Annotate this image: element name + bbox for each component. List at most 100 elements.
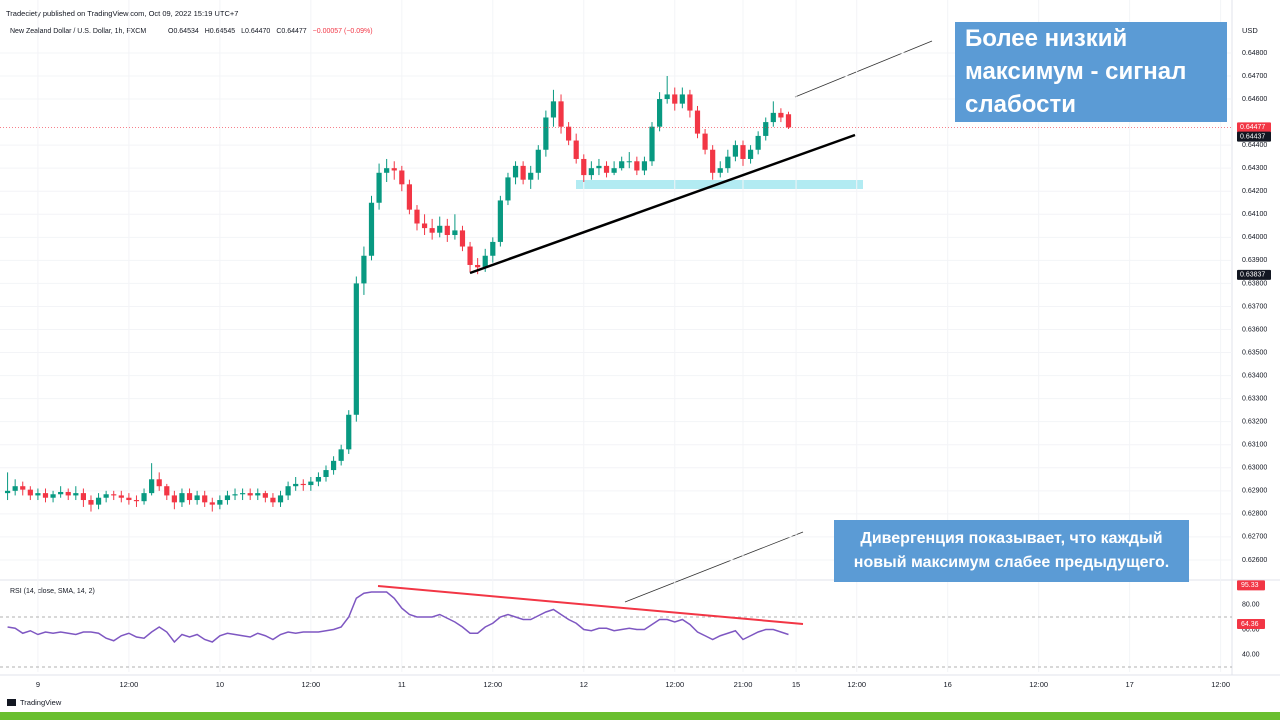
candle-body — [573, 140, 579, 159]
rsi-tag — [1237, 580, 1265, 591]
candle-body — [300, 483, 306, 486]
y-tick-label: 0.63300 — [1242, 395, 1267, 402]
y-tick-label: 0.63700 — [1242, 303, 1267, 310]
y-tick-label: 0.63600 — [1242, 326, 1267, 333]
candle-body — [763, 122, 769, 136]
ohlc-value: O0.64534 — [168, 28, 199, 35]
candle-body — [262, 493, 268, 498]
candle-body — [482, 255, 488, 268]
annotation-box: Дивергенция показывает, что каждый новый… — [834, 520, 1189, 582]
candle-body — [42, 493, 49, 498]
candle-body — [202, 495, 208, 503]
y-tick-label: 0.64600 — [1242, 96, 1267, 103]
y-tick-label: 0.64000 — [1242, 234, 1267, 241]
candle-body — [687, 94, 693, 111]
ohlc-value: L0.64470 — [241, 28, 270, 35]
symbol: New Zealand Dollar / U.S. Dollar, 1h, FX… — [10, 28, 146, 35]
candle-body — [376, 172, 382, 203]
candle-body — [103, 494, 109, 498]
pointer-line — [624, 531, 804, 603]
candle-body — [330, 460, 337, 471]
candle-body — [277, 495, 284, 503]
candle-body — [338, 449, 344, 461]
candle-body — [171, 495, 177, 503]
candle-body — [505, 177, 511, 201]
ohlc-value: C0.64477 — [276, 28, 306, 35]
candle-body — [111, 494, 117, 496]
candle-body — [164, 486, 170, 496]
candle-body — [270, 497, 276, 503]
candle-body — [421, 223, 428, 229]
candle-body — [558, 101, 564, 127]
y-tick-label: 0.64200 — [1242, 188, 1267, 195]
candle-body — [95, 497, 102, 505]
x-tick-label: 12:00 — [847, 680, 866, 689]
rsi-tag-label: 95.33 — [1241, 582, 1259, 589]
candle-body — [285, 486, 291, 496]
candle-body — [550, 101, 557, 118]
y-tick-label: 0.63100 — [1242, 442, 1267, 449]
y-tick-label: 40.00 — [1242, 651, 1260, 658]
y-tick-label: 0.63000 — [1242, 465, 1267, 472]
candle-body — [702, 133, 708, 150]
candle-body — [65, 491, 71, 496]
candle-body — [641, 161, 648, 171]
x-tick-label: 16 — [944, 680, 952, 689]
candle-body — [391, 168, 397, 171]
rsi-line — [7, 591, 789, 644]
candle-body — [232, 494, 238, 496]
x-tick-label: 12:00 — [1029, 680, 1048, 689]
candle-body — [361, 255, 367, 284]
candle-body — [649, 126, 655, 162]
candle-body — [399, 170, 405, 185]
candle-body — [694, 110, 701, 134]
candle-body — [778, 112, 784, 118]
candle-body — [520, 165, 526, 180]
candle-body — [179, 493, 185, 503]
candle-body — [308, 481, 314, 486]
x-tick-label: 9 — [36, 680, 40, 689]
candle-body — [467, 246, 473, 265]
candle-body — [4, 490, 11, 494]
y-tick-label: 0.64400 — [1242, 142, 1267, 149]
y-tick-label: 0.62600 — [1242, 557, 1267, 564]
y-tick-label: 0.63200 — [1242, 419, 1267, 426]
candle-body — [217, 500, 223, 505]
rsi-tag — [1237, 619, 1265, 630]
candle-body — [149, 479, 155, 494]
candle-body — [535, 149, 541, 173]
candle-body — [656, 99, 663, 127]
candle-body — [35, 493, 41, 496]
candle-body — [679, 94, 685, 104]
candle-body — [323, 470, 329, 477]
candle-body — [133, 500, 140, 502]
candle-body — [88, 500, 94, 505]
candle-body — [619, 161, 625, 169]
rsi-title: RSI (14, close, SMA, 14, 2) — [10, 588, 95, 595]
candle-body — [543, 117, 549, 150]
x-tick-label: 11 — [398, 680, 406, 689]
logo-icon — [7, 699, 16, 706]
y-tick-label: 0.63500 — [1242, 349, 1267, 356]
price-tag — [1237, 122, 1271, 133]
candle-body — [528, 172, 534, 180]
candle-body — [740, 145, 746, 159]
candle-body — [497, 200, 503, 242]
candle-body — [785, 114, 792, 128]
candle-body — [12, 486, 18, 491]
candle-body — [634, 161, 640, 171]
candle-body — [490, 241, 496, 256]
candle-body — [512, 165, 519, 178]
rsi-tag-label: 64.36 — [1241, 621, 1259, 628]
candle-body — [444, 225, 450, 236]
candle-body — [240, 493, 246, 495]
x-tick-label: 12:00 — [665, 680, 684, 689]
currency: USD — [1242, 26, 1258, 35]
candle-body — [315, 476, 322, 482]
candle-body — [156, 479, 162, 487]
price-tag — [1237, 131, 1271, 142]
y-tick-label: 0.63800 — [1242, 280, 1267, 287]
y-tick-label: 0.63900 — [1242, 257, 1267, 264]
y-tick-label: 0.64800 — [1242, 50, 1267, 57]
candle-body — [475, 264, 481, 268]
